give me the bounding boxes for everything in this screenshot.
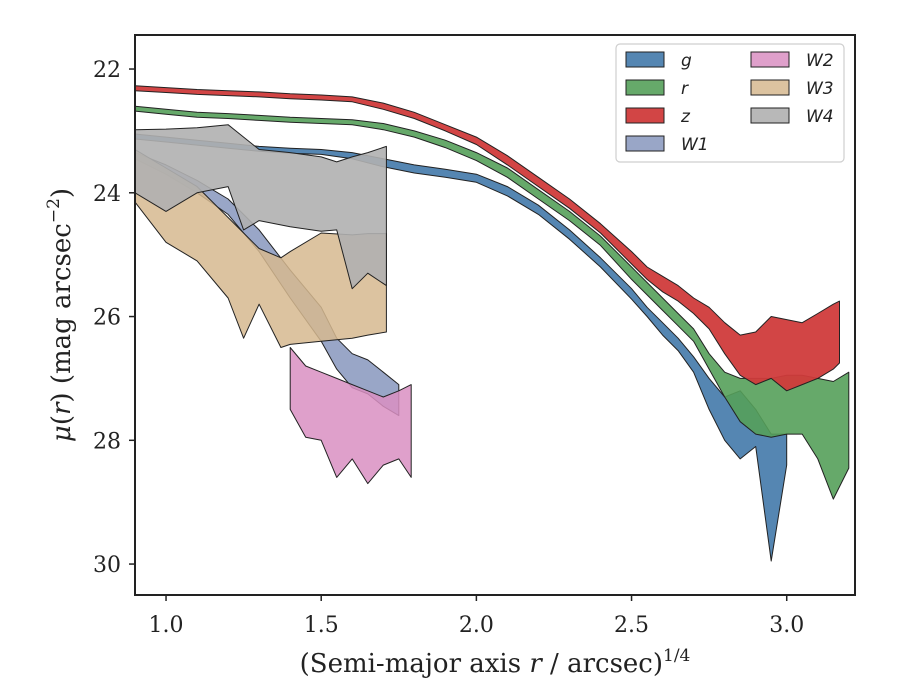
legend: grz W1 W2 W3 W4 — [615, 43, 845, 163]
legend-frame — [615, 43, 845, 163]
legend-label-r: r — [681, 79, 689, 99]
ticks-layer: 1.0 1.5 2.0 2.5 3.0 22 24 26 28 30 — [93, 58, 804, 638]
legend-swatch-g — [625, 51, 665, 68]
y-tick-label: 24 — [93, 182, 121, 207]
x-tick-label: 1.5 — [304, 613, 339, 638]
y-axis-label: μ(r) (mag arcsec−2) — [44, 188, 77, 442]
legend-label-g: g — [681, 51, 692, 71]
legend-label-z: z — [680, 107, 691, 127]
y-tick-label: 22 — [93, 58, 121, 83]
legend-label-W2: W2 — [806, 51, 834, 71]
plot-frame — [134, 34, 856, 596]
x-tick-label: 3.0 — [769, 613, 804, 638]
x-axis-label: (Semi-major axis r / arcsec)1/4 — [300, 646, 691, 679]
legend-label-W4: W4 — [806, 107, 834, 127]
legend-swatch-z — [625, 107, 665, 124]
band-r — [135, 105, 850, 500]
legend-swatch-r — [625, 79, 665, 96]
legend-swatch-W1 — [625, 135, 665, 152]
y-tick-label: 30 — [93, 553, 121, 578]
legend-swatch-W2 — [750, 51, 790, 68]
x-tick-label: 1.0 — [149, 613, 184, 638]
legend-items: grz W1 W2 W3 W4 — [625, 51, 834, 155]
legend-label-W1: W1 — [681, 135, 709, 155]
x-tick-label: 2.5 — [614, 613, 649, 638]
band-z — [135, 85, 840, 392]
band-W2 — [289, 347, 412, 485]
legend-label-W3: W3 — [806, 79, 834, 99]
legend-swatch-W3 — [750, 79, 790, 96]
series-layer — [135, 85, 850, 562]
y-tick-label: 26 — [93, 306, 121, 331]
legend-swatch-W4 — [750, 107, 790, 124]
y-tick-label: 28 — [93, 429, 121, 454]
band-W3 — [135, 149, 387, 348]
x-tick-label: 2.0 — [459, 613, 494, 638]
band-W4 — [135, 124, 387, 290]
